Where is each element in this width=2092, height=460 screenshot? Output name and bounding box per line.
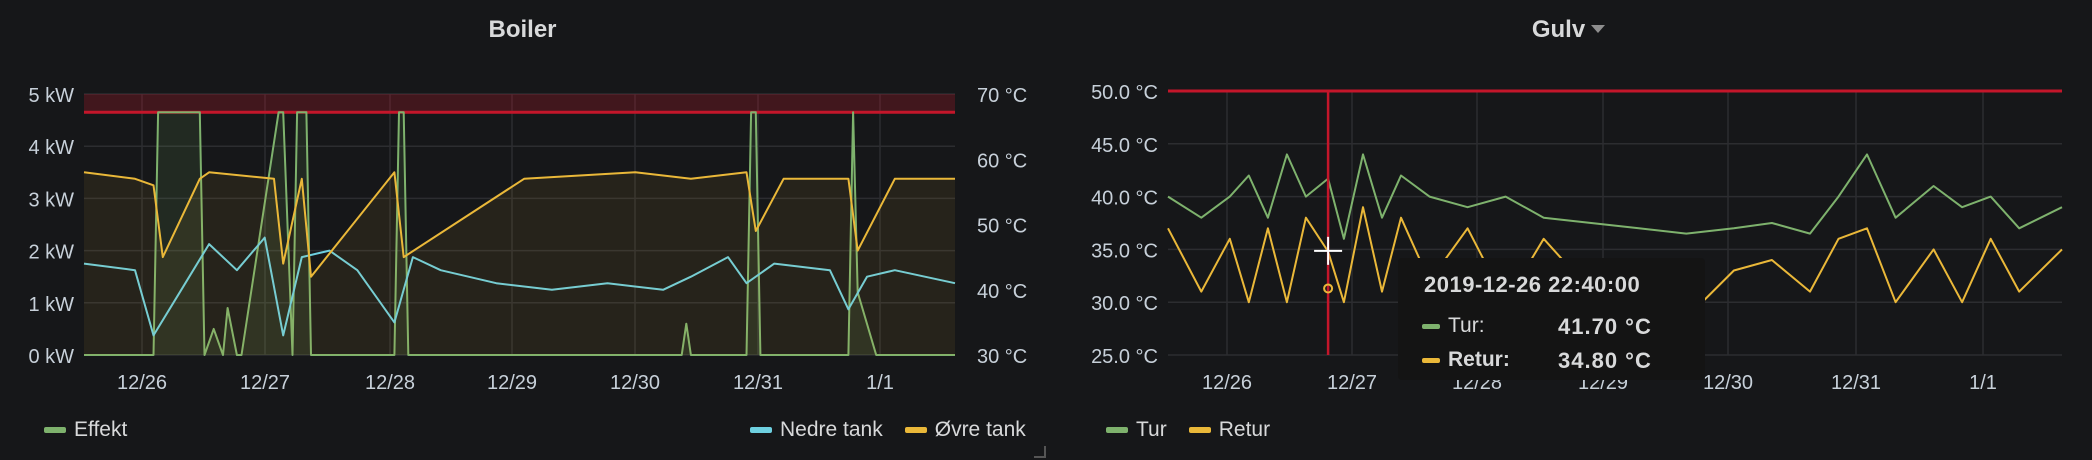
tooltip-time: 2019-12-26 22:40:00 bbox=[1424, 272, 1641, 297]
y-right-tick-label: 40 °C bbox=[977, 281, 1027, 303]
legend-label: Øvre tank bbox=[934, 418, 1026, 441]
series-line-effekt bbox=[84, 111, 955, 356]
y-tick-label: 2 kW bbox=[28, 242, 74, 264]
series-fill bbox=[84, 112, 955, 355]
y-tick-label: 5 kW bbox=[28, 85, 74, 107]
legend-item-retur[interactable]: Retur bbox=[1188, 418, 1271, 442]
chevron-down-icon[interactable] bbox=[1591, 24, 1606, 33]
y-right-tick-label: 50 °C bbox=[977, 216, 1027, 238]
x-tick-label: 12/26 bbox=[1202, 372, 1252, 394]
legend-swatch bbox=[44, 427, 66, 433]
panel-title[interactable]: Gulv bbox=[1045, 16, 2092, 44]
legend-gulv: Tur Retur bbox=[1106, 418, 1270, 442]
legend-item-nedre-tank[interactable]: Nedre tank bbox=[750, 418, 883, 442]
legend-item-effekt[interactable]: Effekt bbox=[44, 418, 127, 442]
legend-swatch bbox=[1188, 427, 1211, 433]
y-right-tick-label: 30 °C bbox=[977, 346, 1027, 368]
x-tick-label: 12/31 bbox=[733, 372, 783, 394]
y-tick-label: 35.0 °C bbox=[1091, 240, 1158, 262]
y-tick-label: 30.0 °C bbox=[1091, 293, 1158, 315]
chart-0: 0 kW 1 kW 2 kW 3 kW 4 kW 5 kW 30 °C 40 °C 50 °C 6… bbox=[28, 85, 1027, 394]
series-line-nedre-tank bbox=[83, 236, 956, 337]
y-tick-label: 50.0 °C bbox=[1091, 82, 1158, 104]
legend-swatch bbox=[1106, 427, 1128, 433]
legend-item-ovre-tank[interactable]: Øvre tank bbox=[904, 418, 1026, 442]
y-tick-label: 3 kW bbox=[28, 189, 74, 211]
legend-boiler-left: Effekt bbox=[44, 418, 127, 442]
y-tick-label: 40.0 °C bbox=[1091, 188, 1158, 210]
legend-boiler-right: Nedre tank Øvre tank bbox=[750, 418, 1026, 442]
tooltip-value: 41.70 °C bbox=[1558, 314, 1652, 339]
legend-item-tur[interactable]: Tur bbox=[1106, 418, 1167, 442]
legend-label: Retur bbox=[1218, 418, 1271, 441]
tooltip-label: Tur: bbox=[1448, 314, 1485, 337]
hover-point bbox=[1323, 283, 1334, 294]
tooltip-swatch bbox=[1422, 323, 1440, 329]
panel-title[interactable]: Boiler bbox=[488, 16, 557, 43]
tooltip-label: Retur: bbox=[1448, 348, 1510, 371]
y-tick-label: 0 kW bbox=[28, 346, 74, 368]
resize-handle-icon[interactable] bbox=[1034, 446, 1046, 458]
gulv-panel: Gulv bbox=[1045, 0, 2092, 460]
threshold-zone bbox=[84, 94, 955, 113]
series-line-tur bbox=[1167, 153, 2063, 240]
tooltip-row-tur: Tur: bbox=[1422, 314, 1485, 338]
y-right-tick-label: 60 °C bbox=[977, 150, 1027, 172]
legend-label: Effekt bbox=[74, 418, 128, 441]
y-tick-label: 1 kW bbox=[28, 294, 74, 316]
legend-swatch bbox=[904, 427, 927, 433]
x-tick-label: 12/27 bbox=[1327, 372, 1377, 394]
x-tick-label: 12/28 bbox=[365, 372, 415, 394]
y-tick-label: 45.0 °C bbox=[1091, 135, 1158, 157]
y-tick-label: 4 kW bbox=[28, 137, 74, 159]
x-tick-label: 12/30 bbox=[610, 372, 660, 394]
x-tick-label: 1/1 bbox=[1969, 372, 1997, 394]
legend-label: Tur bbox=[1136, 418, 1167, 441]
tooltip-value: 34.80 °C bbox=[1558, 348, 1652, 373]
tooltip-swatch bbox=[1422, 357, 1440, 363]
y-tick-label: 25.0 °C bbox=[1091, 346, 1158, 368]
legend-label: Nedre tank bbox=[780, 418, 883, 441]
x-tick-label: 12/27 bbox=[240, 372, 290, 394]
y-right-tick-label: 70 °C bbox=[977, 85, 1027, 107]
tooltip-row-retur: Retur: bbox=[1422, 348, 1510, 372]
hover-tooltip: 2019-12-26 22:40:00 Tur: 41.70 °C Retur:… bbox=[1398, 258, 1705, 380]
x-tick-label: 12/29 bbox=[487, 372, 537, 394]
x-tick-label: 12/31 bbox=[1831, 372, 1881, 394]
series-line--vre-tank bbox=[83, 171, 955, 278]
x-tick-label: 1/1 bbox=[866, 372, 894, 394]
x-tick-label: 12/30 bbox=[1703, 372, 1753, 394]
boiler-panel: Boiler bbox=[0, 0, 1045, 460]
series-fill bbox=[84, 172, 955, 355]
x-tick-label: 12/26 bbox=[117, 372, 167, 394]
legend-swatch bbox=[750, 427, 772, 433]
